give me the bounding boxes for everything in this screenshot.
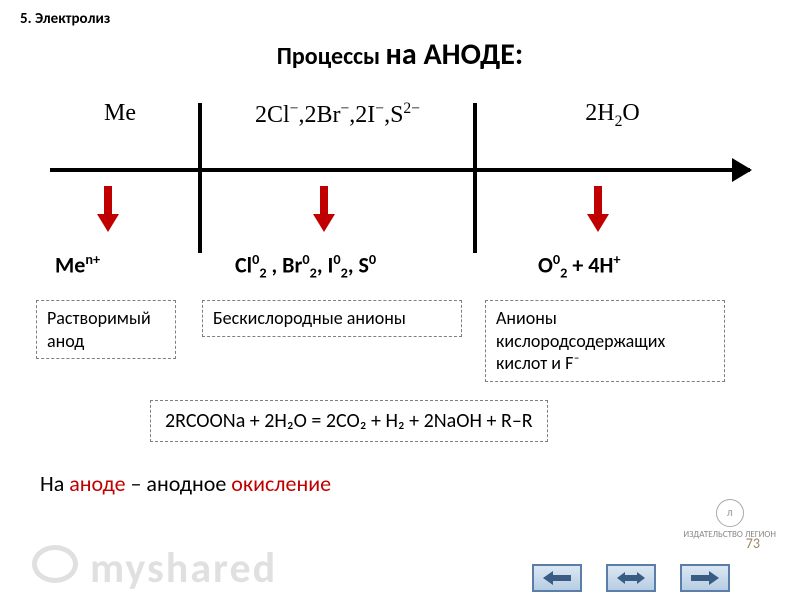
down-arrow-icon (99, 186, 117, 230)
down-arrow-icon (315, 186, 333, 230)
publisher-name: ИЗДАТЕЛЬСТВО ЛЕГИОН (683, 529, 776, 540)
publisher-logo-icon: Л (716, 499, 744, 527)
product-cell: O02 + 4H+ (538, 250, 620, 282)
nav-home-button[interactable] (606, 564, 656, 592)
equation-box: 2RCOONa + 2H₂O = 2CO₂ + H₂ + 2NaOH + R–R (150, 400, 548, 442)
publisher-badge: Л ИЗДАТЕЛЬСТВО ЛЕГИОН (683, 499, 776, 540)
axis-separator (198, 103, 202, 253)
watermark-text: myshared (90, 543, 277, 594)
nav-controls (532, 564, 730, 592)
description-box: Растворимый анод (36, 300, 176, 359)
description-box: Бескислородные анионы (202, 300, 462, 337)
title-main: на АНОДЕ: (386, 36, 524, 73)
arrow-right-icon (691, 571, 719, 585)
watermark: myshared (90, 543, 277, 594)
species-cell: Me (40, 100, 200, 127)
product-cell: Cl02 , Br02, I02, S0 (235, 250, 376, 282)
species-cell: 2Cl−,2Br−,2I−,S2− (200, 100, 475, 129)
watermark-eye-icon (32, 545, 78, 583)
description-box: Анионы кислородсодержащих кислот и F⁻ (485, 300, 725, 382)
product-cell: Men+ (55, 250, 100, 278)
arrow-bidir-icon (617, 570, 645, 586)
summary-anode: аноде (69, 470, 125, 497)
nav-prev-button[interactable] (532, 564, 582, 592)
page-title: Процессы на АНОДЕ: (0, 36, 800, 73)
nav-next-button[interactable] (680, 564, 730, 592)
summary-oxidation: окисление (231, 470, 331, 497)
summary-mid: – анодное (126, 470, 232, 497)
title-prefix: Процессы (277, 42, 386, 71)
species-cell: 2H2O (475, 100, 750, 131)
summary-line: На аноде – анодное окисление (40, 470, 331, 497)
down-arrow-icon (589, 186, 607, 230)
section-label: 5. Электролиз (20, 10, 110, 28)
axis-separator (473, 103, 477, 253)
arrow-left-icon (543, 571, 571, 585)
summary-prefix: На (40, 470, 69, 497)
number-line-axis (50, 168, 750, 172)
